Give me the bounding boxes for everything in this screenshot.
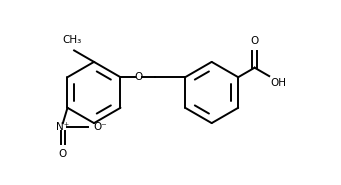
Text: O: O bbox=[251, 36, 259, 46]
Text: O: O bbox=[134, 72, 143, 82]
Text: O: O bbox=[59, 149, 67, 159]
Text: OH: OH bbox=[271, 78, 287, 88]
Text: O⁻: O⁻ bbox=[94, 122, 107, 132]
Text: CH₃: CH₃ bbox=[62, 35, 81, 45]
Text: N⁺: N⁺ bbox=[56, 122, 70, 132]
